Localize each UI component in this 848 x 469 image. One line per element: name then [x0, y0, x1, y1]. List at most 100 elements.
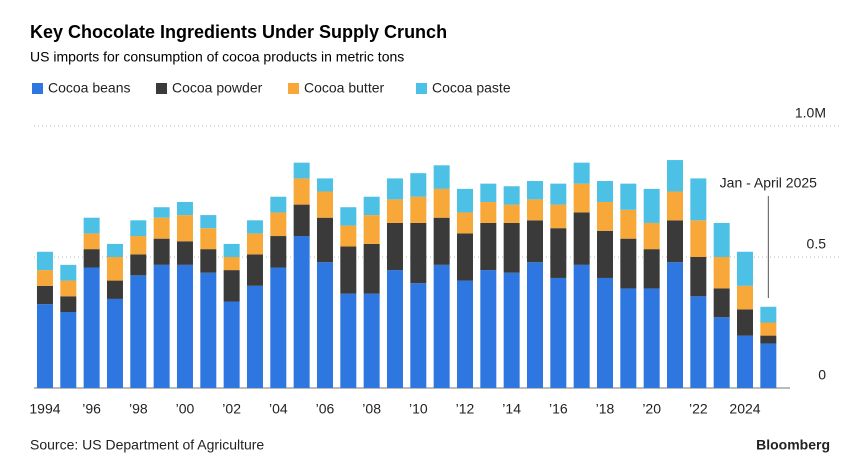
bar-segment	[60, 264, 77, 281]
bar-segment	[713, 288, 730, 318]
bar-segment	[106, 298, 123, 388]
bar-segment	[293, 178, 310, 205]
bar-segment	[246, 285, 263, 388]
bar-segment	[480, 201, 497, 223]
bar-segment	[550, 277, 567, 388]
bar-segment	[176, 215, 193, 242]
bar-segment	[573, 183, 590, 213]
bar-segment	[433, 217, 450, 265]
bar-segment	[410, 283, 427, 388]
bar-segment	[620, 238, 637, 289]
brand: Bloomberg	[756, 437, 830, 453]
bar-segment	[316, 217, 333, 263]
x-tick-label: ’10	[409, 401, 428, 417]
bar-segment	[293, 162, 310, 179]
bar-segment	[760, 335, 777, 344]
bar-segment	[340, 207, 357, 226]
bar-segment	[200, 272, 217, 388]
bar-segment	[643, 222, 660, 250]
bar-segment	[666, 262, 683, 388]
bar-segment	[643, 188, 660, 223]
bar-segment	[736, 309, 753, 336]
bar-segment	[456, 233, 473, 281]
bar-segment	[456, 280, 473, 388]
bar-segment	[550, 228, 567, 278]
bar-segment	[760, 322, 777, 336]
bar-segment	[270, 196, 287, 213]
bar-segment	[550, 183, 567, 205]
bar-segment	[760, 306, 777, 323]
bar-segment	[410, 173, 427, 197]
bar-segment	[526, 262, 543, 388]
bar-segment	[176, 264, 193, 388]
annotation: Jan - April 2025	[720, 175, 817, 191]
y-tick-label: 0.5	[807, 236, 827, 252]
x-tick-label: ’08	[362, 401, 381, 417]
x-tick-label: 2024	[729, 401, 760, 417]
x-tick-label: ’02	[222, 401, 241, 417]
bar-segment	[503, 186, 520, 205]
bar-segment	[316, 262, 333, 388]
bar-segment	[736, 335, 753, 388]
bar-segment	[83, 267, 100, 388]
bar-segment	[480, 183, 497, 202]
legend-swatch	[416, 83, 427, 94]
y-tick-label: 1.0M	[795, 105, 826, 121]
bar-segment	[620, 209, 637, 239]
bar-segment	[620, 183, 637, 210]
bar-segment	[60, 312, 77, 388]
bar-segment	[596, 181, 613, 202]
bar-segment	[200, 249, 217, 273]
legend-swatch	[156, 83, 167, 94]
x-tick-label: 1994	[29, 401, 60, 417]
bar-segment	[363, 243, 380, 294]
bar-segment	[713, 222, 730, 257]
bar-segment	[60, 280, 77, 297]
chart-title: Key Chocolate Ingredients Under Supply C…	[30, 22, 447, 42]
bar-segment	[36, 304, 53, 388]
x-tick-label: ’00	[176, 401, 195, 417]
bar-segment	[736, 251, 753, 286]
bar-segment	[316, 191, 333, 218]
bar-segment	[643, 288, 660, 388]
bar-segment	[550, 204, 567, 229]
bar-segment	[223, 301, 240, 388]
source: Source: US Department of Agriculture	[30, 437, 264, 453]
bar-segment	[433, 165, 450, 189]
bar-segment	[106, 257, 123, 281]
bar-segment	[573, 264, 590, 388]
bar-segment	[130, 275, 147, 388]
bar-segment	[596, 201, 613, 231]
bar-segment	[36, 285, 53, 305]
bar-segment	[526, 181, 543, 200]
bar-segment	[690, 296, 707, 388]
bar-segment	[596, 277, 613, 388]
bar-segment	[503, 222, 520, 273]
x-tick-label: ’06	[316, 401, 335, 417]
legend-label: Cocoa beans	[48, 80, 131, 96]
bar-segment	[433, 264, 450, 388]
bar-segment	[573, 212, 590, 265]
legend-label: Cocoa butter	[304, 80, 384, 96]
bar-segment	[363, 215, 380, 244]
bar-segment	[690, 257, 707, 297]
bar-segment	[386, 222, 403, 271]
y-tick-label: 0	[818, 367, 826, 383]
bar-segment	[293, 236, 310, 388]
bar-segment	[456, 188, 473, 213]
bar-segment	[106, 243, 123, 257]
bar-segment	[130, 220, 147, 237]
bar-segment	[223, 270, 240, 302]
x-tick-label: ’98	[129, 401, 148, 417]
legend-swatch	[32, 83, 43, 94]
bar-segment	[340, 225, 357, 247]
bar-segment	[246, 220, 263, 234]
bar-segment	[410, 222, 427, 284]
x-tick-label: ’18	[596, 401, 615, 417]
bar-segment	[456, 212, 473, 234]
bar-segment	[433, 188, 450, 218]
bar-segment	[386, 199, 403, 223]
legend-label: Cocoa powder	[172, 80, 263, 96]
bar-segment	[36, 270, 53, 286]
